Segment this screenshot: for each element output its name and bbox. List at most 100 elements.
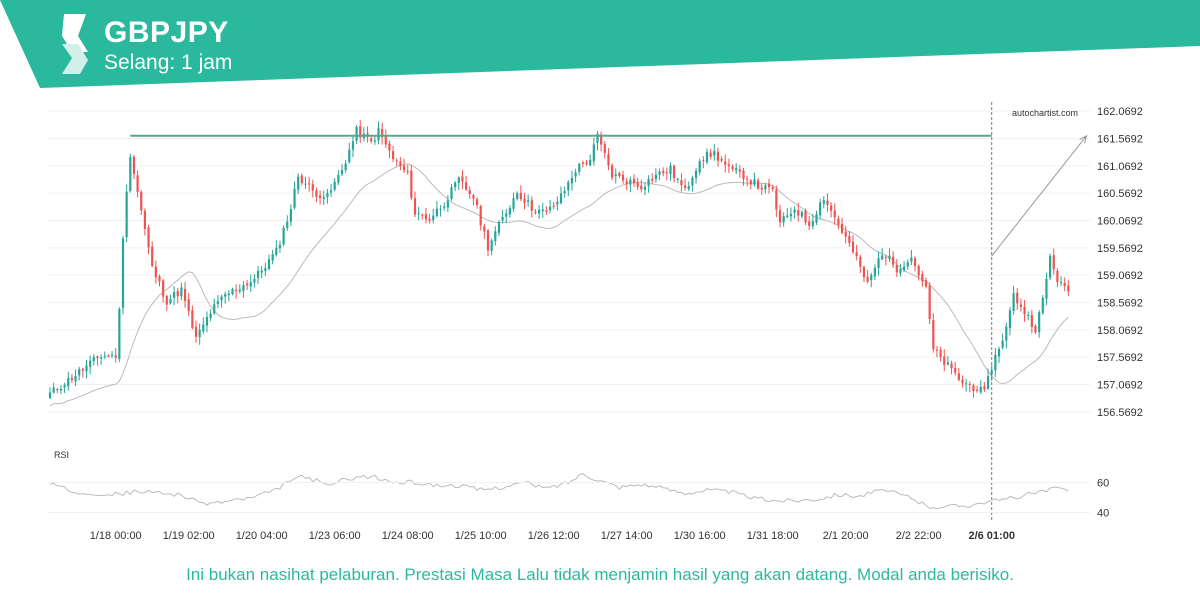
candle-body — [293, 188, 296, 208]
candle — [512, 192, 515, 213]
candle — [158, 274, 161, 287]
candle-body — [348, 149, 351, 163]
moving-average-layer — [49, 163, 1069, 407]
candle-body — [859, 256, 862, 267]
candle-body — [778, 210, 782, 223]
candle-body — [541, 209, 544, 211]
candle-body — [724, 161, 727, 165]
candle — [585, 159, 588, 166]
candle — [267, 254, 271, 271]
candle-body — [705, 151, 709, 163]
time-tick-label: 1/31 18:00 — [747, 530, 799, 542]
candle-body — [957, 373, 960, 380]
candle-body — [782, 216, 785, 223]
candle-body — [855, 252, 858, 257]
candle — [191, 305, 194, 330]
candle — [194, 320, 198, 343]
candle — [757, 177, 760, 190]
price-tick-label: 157.5692 — [1097, 352, 1143, 364]
candle-body — [946, 362, 949, 365]
candle-body — [684, 185, 687, 188]
candle-body — [618, 172, 621, 177]
candle-body — [516, 193, 519, 199]
time-tick-label: 1/27 14:00 — [601, 530, 653, 542]
candle-body — [384, 136, 387, 145]
candle — [611, 163, 614, 181]
price-tick-label: 160.0692 — [1097, 215, 1143, 227]
candle — [775, 185, 778, 218]
candle-body — [67, 377, 70, 387]
candle — [140, 189, 143, 216]
candle — [147, 224, 150, 255]
candle-body — [694, 170, 698, 178]
candle-body — [289, 209, 292, 222]
candle-body — [486, 230, 490, 251]
candle-body — [895, 265, 898, 273]
candle — [384, 129, 387, 148]
candle — [103, 351, 106, 360]
candle — [165, 294, 168, 311]
candle-body — [461, 176, 464, 182]
candle-body — [140, 191, 143, 211]
candle — [961, 375, 964, 388]
candle — [665, 167, 668, 181]
candle-body — [643, 186, 647, 190]
candle-body — [548, 206, 552, 211]
candle-body — [523, 198, 526, 203]
candle — [209, 309, 212, 322]
candle-body — [406, 171, 409, 173]
candle — [910, 249, 913, 266]
candle — [1063, 277, 1066, 292]
candle — [198, 323, 201, 345]
time-tick-label: 1/25 10:00 — [455, 530, 507, 542]
candle — [297, 173, 300, 195]
candle-body — [253, 278, 256, 283]
candle-body — [881, 255, 884, 260]
candle — [275, 240, 278, 257]
candle — [468, 186, 471, 199]
price-tick-label: 157.0692 — [1097, 379, 1143, 391]
candle-body — [822, 200, 825, 204]
candle — [589, 154, 592, 167]
candle — [154, 260, 157, 284]
candle-body — [224, 294, 227, 297]
candle-body — [297, 176, 300, 190]
candle — [220, 294, 223, 308]
candle — [771, 184, 774, 192]
candle-body — [377, 128, 380, 141]
candle — [830, 202, 833, 218]
price-tick-label: 162.0692 — [1097, 106, 1143, 118]
candle — [965, 379, 968, 392]
candle — [308, 176, 311, 192]
candle — [786, 208, 789, 219]
candle — [545, 206, 548, 215]
candle — [213, 298, 216, 315]
candle — [410, 165, 413, 201]
candle — [92, 354, 95, 366]
candle — [253, 274, 256, 288]
candle-body — [209, 313, 212, 319]
candle — [490, 238, 493, 256]
candle-body — [698, 160, 701, 173]
time-tick-label: 1/24 08:00 — [382, 530, 434, 542]
candle-body — [1056, 270, 1059, 283]
candle-body — [129, 157, 132, 192]
candle-body — [300, 175, 303, 183]
candle — [67, 371, 70, 391]
candle-body — [826, 200, 829, 205]
candle-body — [757, 180, 760, 189]
candle — [1056, 268, 1059, 287]
candle-body — [428, 218, 431, 221]
candle-body — [888, 255, 891, 259]
candle — [636, 177, 639, 191]
candle — [59, 385, 63, 395]
candle-body — [282, 227, 285, 245]
candle — [329, 183, 333, 197]
candle-body — [592, 144, 595, 162]
candle-body — [1005, 326, 1008, 341]
candle-body — [837, 218, 840, 225]
candle-body — [165, 295, 168, 305]
candle — [89, 355, 92, 375]
candle — [563, 186, 566, 198]
candle-body — [775, 189, 778, 210]
